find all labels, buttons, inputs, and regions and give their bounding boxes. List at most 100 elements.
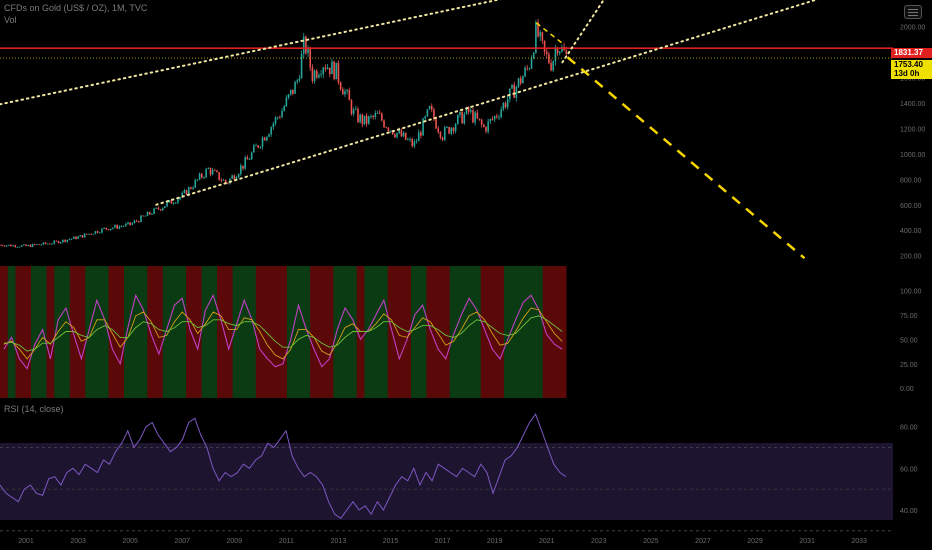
oscillator-bg-segment (457, 266, 466, 398)
candle-body (161, 208, 164, 211)
candle-body (109, 228, 112, 231)
oscillator-bg-segment (426, 266, 435, 398)
candle-body (10, 244, 12, 247)
candle-body (207, 168, 210, 169)
candle-body (446, 127, 448, 128)
candle-body (276, 117, 279, 119)
candle-body (480, 119, 483, 125)
candle-body (274, 117, 277, 124)
candle-body (292, 89, 294, 94)
candle-body (177, 199, 179, 203)
candle-body (233, 175, 236, 180)
candle-body (246, 157, 249, 160)
candle-body (372, 115, 374, 117)
x-axis-tick: 2025 (643, 538, 659, 545)
candle-body (99, 232, 101, 234)
candle-body (27, 244, 30, 246)
candle-body (261, 137, 264, 147)
candle-body (192, 187, 194, 189)
oscillator-bg-segment (356, 266, 365, 398)
candle-body (430, 106, 433, 110)
x-axis-tick: 2011 (279, 538, 294, 545)
candle-body (103, 227, 105, 229)
osc-y-tick: 50.00 (900, 337, 918, 344)
candle-body (227, 182, 229, 184)
oscillator-bg-segment (263, 266, 272, 398)
oscillator-bg-segment (325, 266, 334, 398)
candle-countdown: 13d 0h (894, 69, 920, 78)
candle-body (341, 89, 344, 95)
rsi-title: RSI (14, close) (4, 404, 64, 414)
oscillator-bg-segment (410, 266, 420, 398)
candle-body (40, 244, 43, 246)
oscillator-bg-segment (15, 266, 24, 398)
candle-body (105, 227, 108, 230)
oscillator-bg-segment (395, 266, 404, 398)
candle-body (142, 215, 144, 217)
candle-body (57, 241, 60, 244)
oscillator-bg-segment (108, 266, 117, 398)
candle-body (222, 179, 225, 181)
candle-body (463, 114, 466, 124)
candle-body (107, 229, 110, 231)
short-dashed-line (535, 22, 563, 44)
candle-body (72, 236, 75, 239)
candle-body (313, 70, 316, 82)
oscillator-bg-segment (372, 266, 381, 398)
oscillator-bg-segment (418, 266, 427, 398)
candle-body (120, 226, 123, 227)
candle-body (400, 130, 403, 137)
candle-body (504, 102, 507, 108)
candle-body (75, 236, 77, 240)
candle-body (374, 113, 377, 117)
candle-body (64, 239, 66, 242)
candle-body (378, 112, 381, 114)
candle-body (509, 88, 511, 100)
x-axis-tick: 2005 (122, 538, 138, 545)
oscillator-bg-segment (310, 266, 319, 398)
candle-body (237, 173, 240, 178)
oscillator-bg-segment (550, 266, 559, 398)
x-axis-tick: 2001 (18, 538, 34, 545)
candle-body (79, 235, 82, 237)
oscillator-bg-segment (139, 266, 148, 398)
oscillator-bg-segment (496, 266, 505, 398)
candle-body (168, 200, 171, 203)
candle-body (138, 221, 140, 223)
candle-body (179, 197, 181, 200)
candle-body (125, 223, 127, 227)
candle-body (348, 90, 351, 101)
candle-body (129, 222, 131, 225)
candle-body (81, 235, 84, 238)
oscillator-bg-segment (193, 266, 203, 398)
volume-label: Vol (4, 15, 17, 25)
osc-y-tick: 0.00 (900, 386, 914, 393)
candle-body (474, 112, 476, 123)
price-y-tick: 400.00 (900, 228, 922, 235)
chart-title: CFDs on Gold (US$ / OZ), 1M, TVC (4, 3, 148, 13)
candle-body (140, 215, 142, 223)
menu-icon[interactable] (904, 5, 922, 19)
candle-body (320, 74, 322, 75)
candle-body (96, 231, 99, 233)
candle-body (515, 86, 518, 98)
oscillator-bg-segment (77, 266, 86, 398)
last-price-value: 1753.40 (894, 60, 923, 69)
oscillator-bg-segment (488, 266, 497, 398)
candle-body (478, 118, 481, 120)
candle-body (532, 52, 535, 59)
candle-body (279, 117, 281, 119)
candle-body (116, 225, 118, 229)
candle-body (339, 82, 342, 90)
candle-body (522, 76, 524, 84)
candle-body (70, 238, 73, 240)
candle-body (205, 168, 207, 178)
candle-body (498, 117, 500, 118)
oscillator-bg-segment (333, 266, 342, 398)
upper-channel-line (0, 0, 502, 106)
candle-body (368, 116, 370, 124)
candle-body (548, 54, 550, 64)
oscillator-bg-segment (217, 266, 226, 398)
candle-body (409, 139, 411, 140)
